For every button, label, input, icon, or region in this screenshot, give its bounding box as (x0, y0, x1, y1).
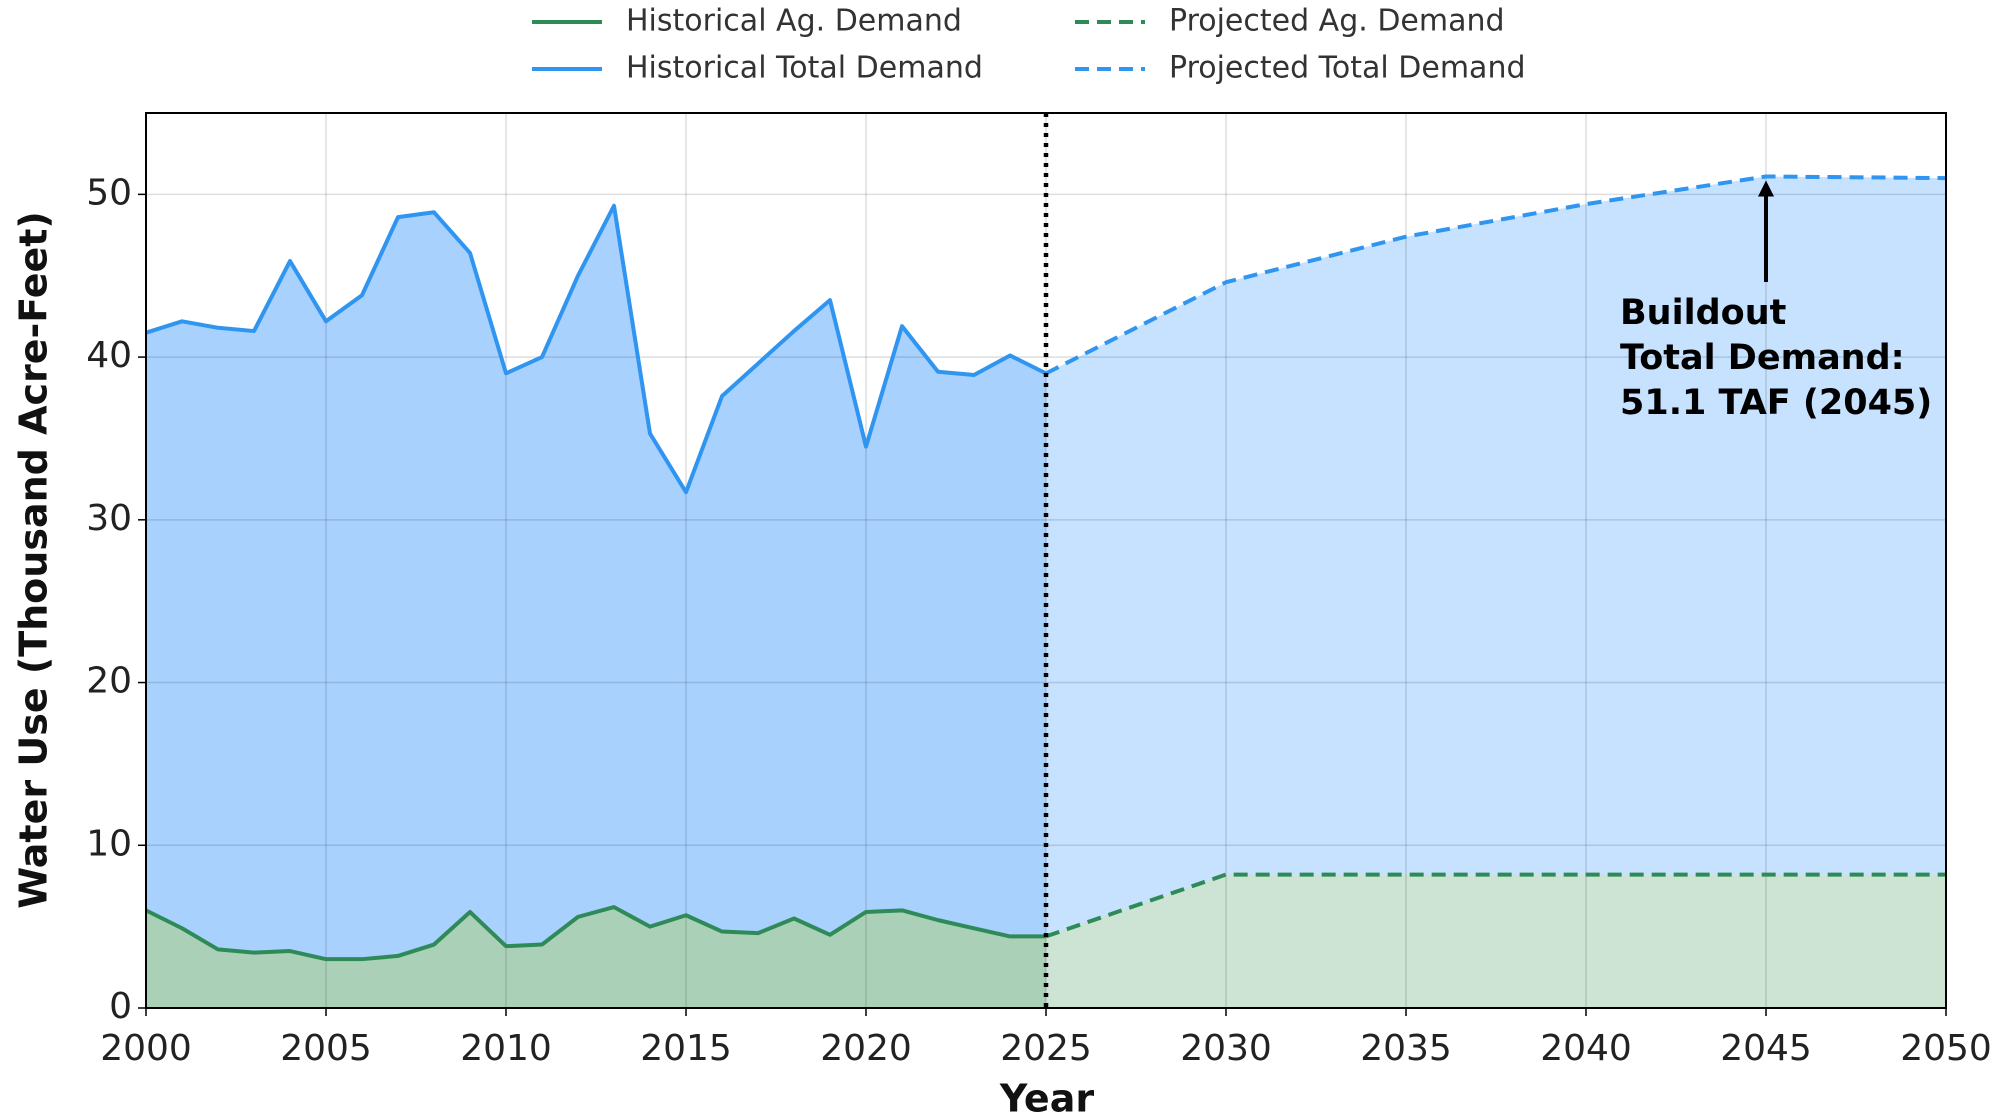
x-tick-label: 2045 (1720, 1028, 1812, 1069)
x-tick-label: 2040 (1540, 1028, 1632, 1069)
legend-label: Projected Total Demand (1169, 51, 1526, 86)
x-tick-label: 2035 (1360, 1028, 1452, 1069)
x-tick-label: 2015 (640, 1028, 732, 1069)
series-line (1045, 872, 1946, 939)
x-tick-label: 2000 (100, 1028, 192, 1069)
area (1046, 176, 1946, 1009)
annotation-text: Buildout (1620, 293, 1786, 333)
series-line (1045, 174, 1947, 376)
legend-label: Historical Ag. Demand (626, 4, 962, 39)
annotation-text: 51.1 TAF (2045) (1620, 383, 1932, 423)
annotation-text: Total Demand: (1620, 338, 1905, 378)
y-tick-label: 30 (86, 498, 132, 539)
x-axis-label: Year (999, 1077, 1094, 1114)
legend-label: Projected Ag. Demand (1169, 4, 1505, 39)
plot-frame (145, 112, 1947, 1009)
y-tick-label: 0 (109, 986, 132, 1027)
legend-label: Historical Total Demand (626, 51, 983, 86)
x-tick-label: 2010 (460, 1028, 552, 1069)
y-tick-label: 50 (86, 172, 132, 213)
x-tick-label: 2030 (1180, 1028, 1272, 1069)
series-line (145, 203, 1047, 495)
y-tick-label: 40 (86, 335, 132, 376)
y-tick-label: 20 (86, 661, 132, 702)
area (1046, 874, 1946, 1008)
x-tick-label: 2005 (280, 1028, 372, 1069)
annotation-arrowhead (1758, 180, 1774, 197)
series-line (145, 905, 1046, 962)
x-tick-label: 2050 (1900, 1028, 1992, 1069)
x-tick-label: 2025 (1000, 1028, 1092, 1069)
y-tick-label: 10 (86, 823, 132, 864)
x-tick-label: 2020 (820, 1028, 912, 1069)
area (146, 205, 1046, 1009)
y-axis-label: Water Use (Thousand Acre-Feet) (12, 211, 56, 909)
